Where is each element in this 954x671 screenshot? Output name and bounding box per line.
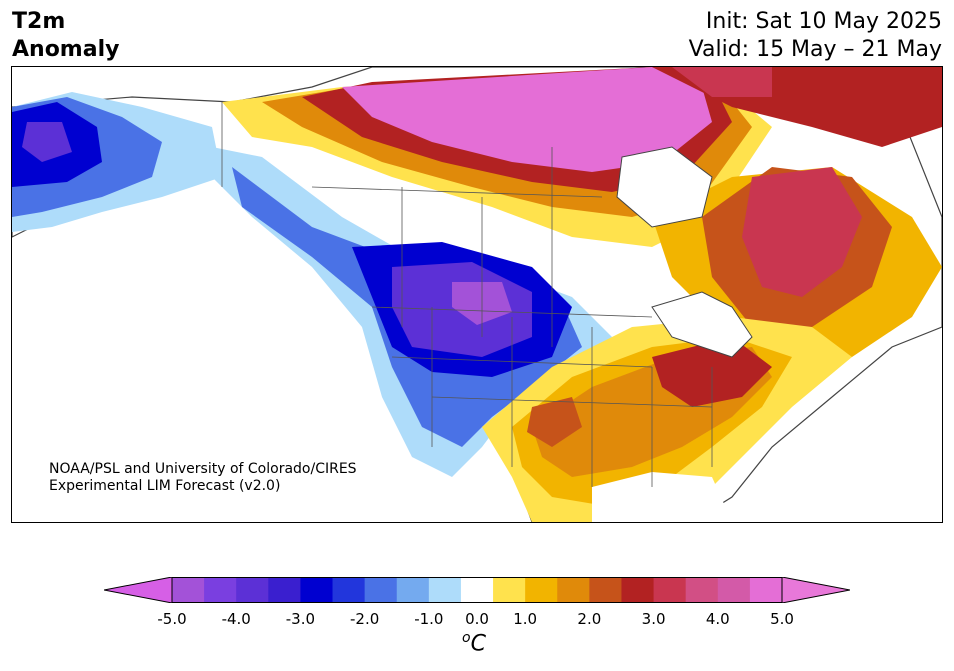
colorbar-swatch — [396, 577, 430, 603]
cold-alaska-peak — [22, 122, 72, 162]
colorbar-tick-label: 3.0 — [641, 610, 666, 628]
warm-arctic-pink — [672, 67, 772, 97]
warm-north-magenta — [342, 67, 712, 172]
title-block: T2m Anomaly — [12, 8, 119, 64]
colorbar-swatch — [460, 577, 494, 603]
colorbar-swatch — [364, 577, 398, 603]
unit-degree: o — [462, 630, 471, 646]
colorbar-swatch — [268, 577, 301, 603]
warm-east-rust — [527, 397, 582, 447]
credit-line2: Experimental LIM Forecast (v2.0) — [49, 478, 281, 494]
colorbar-extend-high — [781, 577, 850, 603]
colorbar-swatch — [493, 577, 526, 603]
colorbar-swatch — [653, 577, 687, 603]
colorbar-swatch — [332, 577, 366, 603]
colorbar-extend-low — [104, 577, 173, 603]
colorbar-swatch — [428, 577, 462, 603]
unit-letter: C — [470, 631, 486, 657]
colorbar-swatch — [589, 577, 622, 603]
hudson-bay — [616, 146, 713, 228]
colorbar-swatch — [172, 577, 205, 603]
colorbar-swatch — [621, 577, 655, 603]
title-line1: T2m — [12, 9, 66, 34]
colorbar-tick-label: -5.0 — [157, 610, 187, 628]
colorbar-ticks: -5.0 -4.0 -3.0 -2.0 -1.0 0.0 1.0 2.0 3.0 4.0 5.0 — [0, 610, 954, 630]
colorbar — [104, 577, 850, 603]
colorbar-tick-label: -1.0 — [414, 610, 444, 628]
colorbar-swatch — [685, 577, 719, 603]
colorbar-swatch — [717, 577, 751, 603]
colorbar-tick-label: -4.0 — [221, 610, 251, 628]
colorbar-swatch — [557, 577, 590, 603]
colorbar-tick-label: -2.0 — [349, 610, 380, 628]
valid-range: Valid: 15 May – 21 May — [688, 37, 942, 62]
map-canvas — [12, 67, 942, 522]
colorbar-tick-label: 4.0 — [705, 610, 730, 628]
init-date: Init: Sat 10 May 2025 — [705, 9, 942, 34]
colorbar-swatch — [300, 577, 334, 603]
warm-quebec-core — [742, 167, 862, 297]
colorbar-swatch — [204, 577, 237, 603]
date-block: Init: Sat 10 May 2025 Valid: 15 May – 21… — [689, 8, 942, 64]
colorbar-tick-label: 5.0 — [770, 610, 794, 628]
credit-text: NOAA/PSL and University of Colorado/CIRE… — [49, 461, 357, 495]
colorbar-frame — [171, 577, 783, 603]
colorbar-tick-label: 0.0 — [465, 610, 489, 628]
anomaly-map: NOAA/PSL and University of Colorado/CIRE… — [11, 66, 943, 523]
colorbar-swatch — [236, 577, 269, 603]
colorbar-tick-label: -3.0 — [285, 610, 316, 628]
colorbar-unit: oC — [462, 630, 486, 656]
colorbar-swatch — [749, 577, 783, 603]
political-borders — [221, 102, 713, 487]
gulf-of-mexico — [592, 472, 732, 522]
colorbar-swatch — [525, 577, 558, 603]
colorbar-tick-label: 1.0 — [513, 610, 538, 628]
credit-line1: NOAA/PSL and University of Colorado/CIRE… — [49, 461, 357, 477]
colorbar-tick-label: 2.0 — [577, 610, 602, 628]
title-line2: Anomaly — [12, 37, 120, 62]
great-lakes — [651, 291, 753, 358]
